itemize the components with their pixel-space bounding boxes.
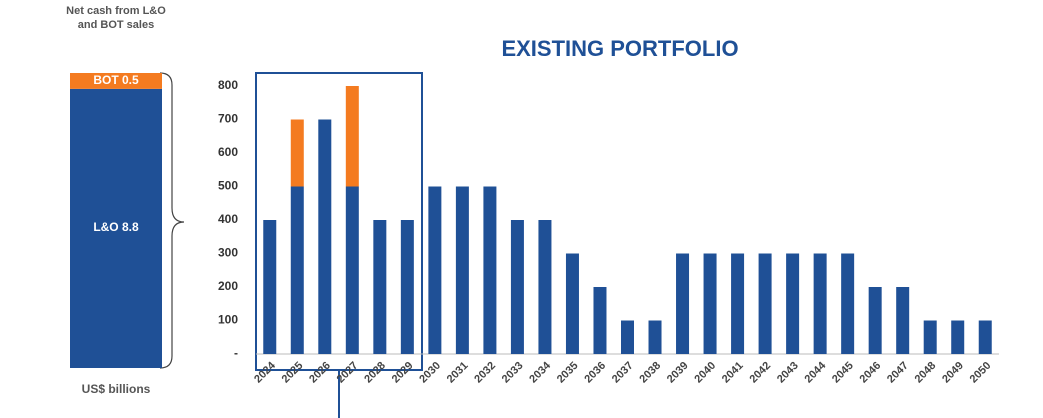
bar-segment [538,220,552,354]
x-tick-label: 2027 [335,360,361,386]
bar-segment [510,220,524,354]
x-tick-label: 2043 [775,360,801,386]
x-tick-label: 2031 [445,360,471,386]
bar-segment [428,186,442,354]
y-tick-label: 400 [218,212,238,226]
bar-segment [345,186,359,354]
y-tick-label: 100 [218,313,238,327]
x-tick-label: 2046 [858,360,884,386]
y-tick-label: 300 [218,246,238,260]
x-tick-label: 2041 [720,360,746,386]
summary-label: L&O 8.8 [93,220,139,234]
summary-unit: US$ billions [82,382,151,396]
brace [159,72,185,369]
x-tick-label: 2035 [555,360,581,386]
x-tick-label: 2048 [913,360,939,386]
bar-segment [455,186,469,354]
x-tick-label: 2029 [390,360,416,386]
bar-segment [676,253,690,354]
bar-segment [483,186,497,354]
bar-segment [345,86,359,187]
bar-segment [263,220,277,354]
bar-segment [703,253,717,354]
bar-segment [565,253,579,354]
x-tick-label: 2040 [692,360,718,386]
bar-segment [621,320,634,354]
highlight-box [255,72,423,371]
bar-segment [813,253,827,354]
x-tick-label: 2036 [582,360,608,386]
x-tick-label: 2044 [803,359,829,385]
bar-segment [923,320,937,354]
bar-segment [841,253,855,354]
x-tick-label: 2025 [280,360,306,386]
x-tick-label: 2026 [307,360,333,386]
y-tick-label: - [234,346,238,360]
bar-segment [648,320,662,354]
x-tick-label: 2028 [362,360,388,386]
bar-segment [290,186,304,354]
summary-label: BOT 0.5 [93,73,139,87]
bar-segment [978,320,992,354]
bar-segment [951,320,965,354]
summary-segment [70,73,162,89]
x-tick-label: 2037 [610,360,636,386]
bar-segment [896,287,910,354]
x-tick-label: 2038 [637,360,663,386]
x-tick-label: 2039 [665,360,691,386]
x-tick-label: 2034 [527,359,553,385]
x-tick-label: 2045 [830,360,856,386]
bar-segment [868,287,882,354]
x-tick-label: 2049 [940,360,966,386]
bar-segment [593,287,607,354]
chart-title: EXISTING PORTFOLIO [501,36,738,61]
bar-segment [318,119,332,354]
x-tick-label: 2047 [885,360,911,386]
bar-segment [758,253,772,354]
y-tick-label: 800 [218,78,238,92]
bar-segment [400,220,414,354]
x-tick-label: 2050 [968,360,994,386]
bar-segment [373,220,387,354]
summary-title: Net cash from L&O and BOT sales [66,5,166,31]
y-tick-label: 500 [218,179,238,193]
y-tick-label: 200 [218,279,238,293]
x-tick-label: 2033 [500,360,526,386]
y-tick-label: 600 [218,145,238,159]
bar-segment [731,253,745,354]
bar-segment [786,253,800,354]
bar-segment [290,119,304,187]
summary-segment [70,88,162,368]
y-tick-label: 700 [218,112,238,126]
x-tick-label: 2042 [747,360,773,386]
x-tick-label: 2032 [472,360,498,386]
